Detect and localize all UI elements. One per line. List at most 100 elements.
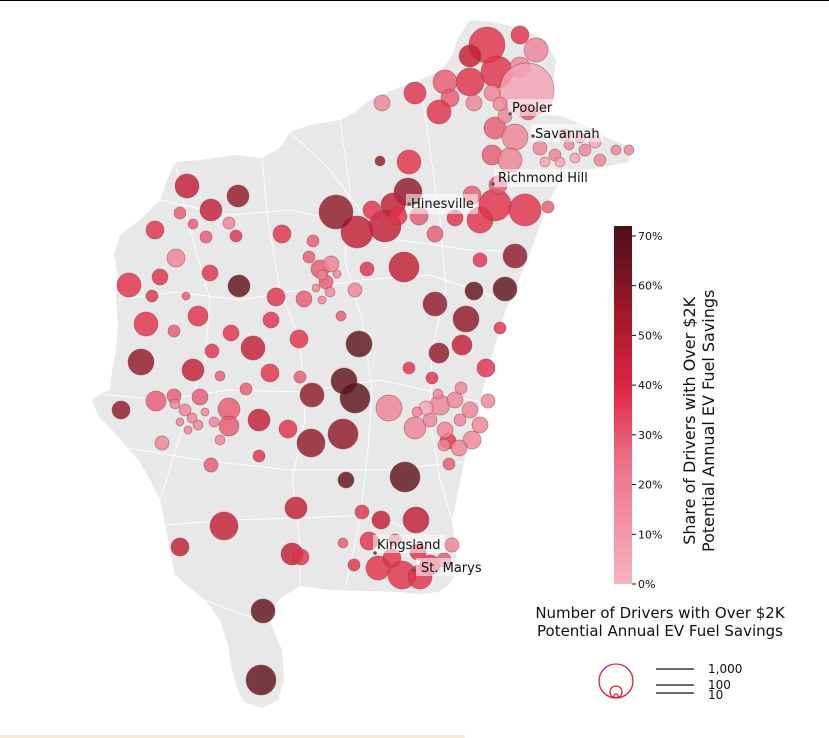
area-bubble — [239, 382, 253, 396]
city-label-background — [494, 169, 592, 187]
area-bubble — [453, 413, 467, 427]
size-legend-label-10: 10 — [708, 688, 724, 702]
area-bubble — [245, 664, 277, 696]
city-label: Richmond Hill — [498, 171, 588, 186]
area-bubble — [451, 334, 473, 356]
area-bubble — [442, 457, 456, 471]
area-bubble — [454, 381, 468, 395]
area-bubble — [374, 155, 386, 167]
area-bubble — [222, 216, 236, 230]
area-bubble — [169, 398, 181, 410]
city-label-background — [508, 99, 556, 116]
city-marker: Pooler — [508, 99, 556, 116]
area-bubble — [327, 418, 359, 450]
area-bubble — [610, 144, 622, 156]
colorbar-title-line1: Share of Drivers with Over $2K — [680, 296, 699, 545]
colorbar-tick-label: 0% — [638, 578, 655, 591]
area-bubble — [296, 428, 326, 458]
size-legend-symbols — [598, 663, 694, 699]
colorbar-tick-label: 30% — [638, 429, 662, 442]
size-legend-title-line1: Number of Drivers with Over $2K — [535, 604, 785, 622]
area-bubble — [214, 434, 226, 446]
area-bubble — [214, 370, 226, 382]
area-bubble — [191, 388, 209, 406]
size-legend-circle-small — [613, 693, 619, 699]
area-bubble — [173, 206, 187, 220]
area-bubble — [411, 406, 423, 418]
area-bubble — [199, 230, 213, 244]
city-marker: Richmond Hill — [491, 169, 592, 187]
area-bubble — [209, 511, 239, 541]
area-bubble — [187, 305, 209, 327]
area-bubble — [289, 329, 309, 349]
area-bubble — [204, 343, 220, 359]
area-bubble — [295, 290, 313, 308]
area-bubble — [332, 269, 342, 279]
area-bubble — [145, 220, 165, 240]
area-bubble — [472, 252, 488, 268]
colorbar-tick-label: 60% — [638, 280, 662, 293]
area-bubble — [317, 295, 327, 305]
area-bubble — [539, 156, 551, 168]
area-bubble — [455, 67, 485, 97]
area-bubble — [403, 416, 427, 440]
area-bubble — [203, 457, 219, 473]
area-bubble — [532, 140, 548, 156]
area-bubble — [402, 506, 430, 534]
area-bubble — [508, 193, 542, 227]
area-bubble — [339, 382, 371, 414]
area-bubble — [345, 330, 373, 358]
size-legend-label-1000: 1,000 — [708, 662, 743, 676]
area-bubble — [375, 394, 403, 422]
colorbar-title-line2: Potential Annual EV Fuel Savings — [699, 289, 718, 552]
city-label: St. Marys — [421, 561, 482, 576]
city-marker: Hinesville — [406, 194, 478, 214]
city-label-background — [416, 558, 488, 576]
city-label: Savannah — [535, 127, 600, 142]
area-bubble — [145, 289, 159, 303]
area-bubble — [493, 321, 507, 335]
area-bubble — [502, 243, 528, 269]
area-bubble — [403, 81, 427, 105]
area-bubble — [492, 276, 518, 302]
area-bubble — [371, 510, 391, 530]
area-bubble — [623, 144, 635, 156]
area-bubble — [347, 282, 363, 298]
area-bubble — [111, 400, 131, 420]
area-bubble — [208, 416, 220, 428]
area-bubble — [497, 147, 523, 173]
size-legend-label-100: 100 — [708, 678, 731, 692]
area-bubble — [262, 311, 280, 329]
area-bubble — [324, 286, 336, 298]
area-bubble — [362, 200, 382, 220]
area-bubble — [311, 283, 321, 293]
area-bubble — [278, 419, 298, 439]
area-bubble — [461, 401, 479, 419]
area-bubble — [425, 371, 439, 385]
top-border — [0, 0, 829, 1]
area-bubble — [465, 94, 483, 112]
bubble-layer — [111, 25, 635, 696]
city-dot — [508, 112, 512, 116]
area-bubble — [554, 156, 566, 168]
area-bubble — [252, 449, 266, 463]
area-bubble — [167, 324, 181, 338]
area-bubble — [260, 363, 280, 383]
area-bubble — [402, 361, 416, 375]
area-bubble — [229, 229, 243, 243]
area-bubble — [292, 548, 310, 566]
city-marker: Savannah — [531, 124, 603, 142]
city-label: Kingsland — [377, 538, 440, 553]
area-bubble — [201, 264, 219, 282]
city-dot — [373, 551, 377, 555]
area-bubble — [322, 255, 340, 273]
area-bubble — [187, 218, 199, 230]
area-bubble — [181, 358, 205, 382]
area-bubble — [306, 234, 320, 248]
area-bubble — [266, 287, 286, 307]
area-bubble — [444, 537, 460, 553]
area-bubble — [426, 225, 444, 243]
area-bubble — [359, 261, 375, 277]
area-bubble — [299, 382, 325, 408]
